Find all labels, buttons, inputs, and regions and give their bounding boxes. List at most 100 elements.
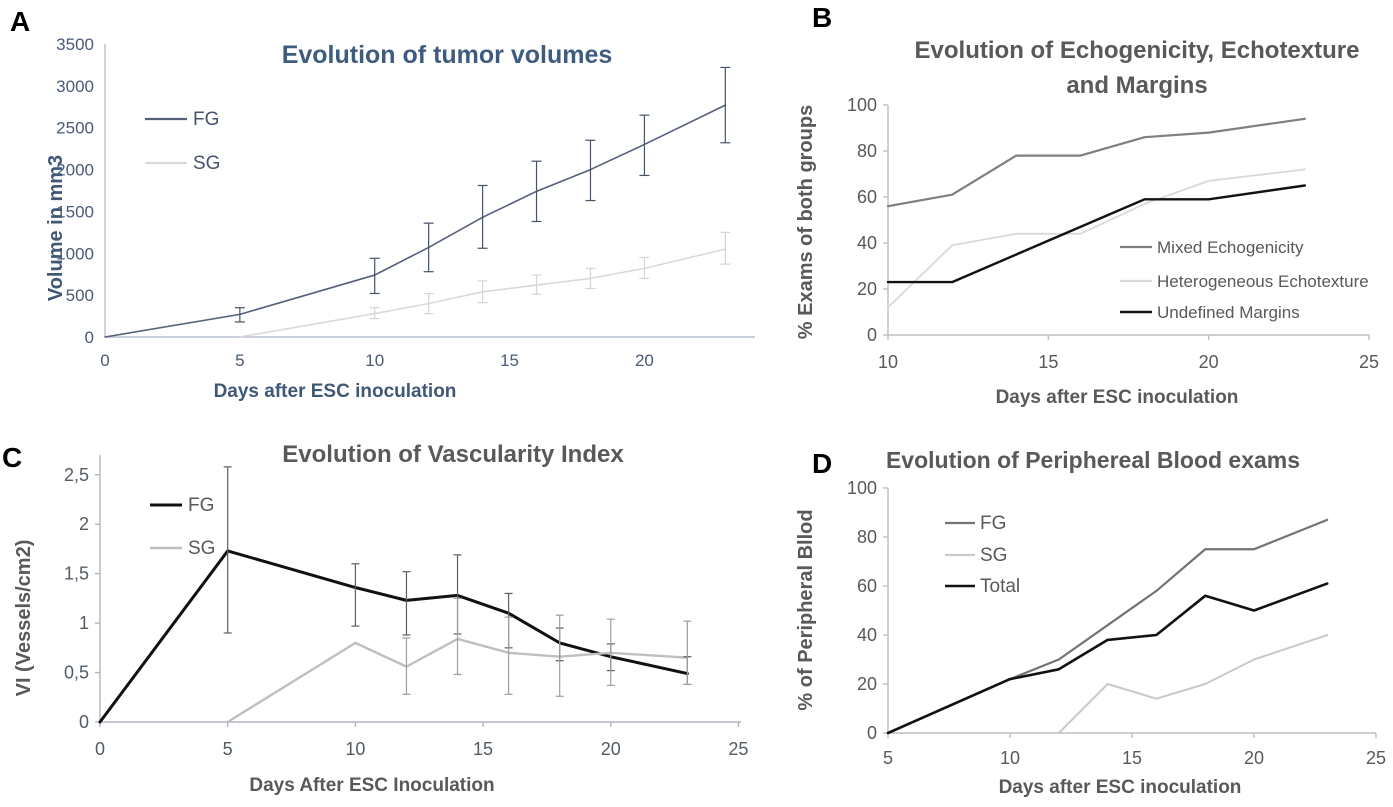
y-tick-label: 100 [847, 478, 877, 498]
y-tick-label: 500 [66, 286, 94, 305]
series-line-fg [886, 518, 1329, 735]
y-tick-label: 2 [79, 514, 89, 534]
legend-label-heterogeneous-echotexture: Heterogeneous Echotexture [1157, 272, 1369, 291]
x-tick-label: 25 [1366, 748, 1386, 768]
x-tick-label: 5 [235, 351, 244, 370]
x-tick-label: 20 [1199, 352, 1219, 372]
chart-title: Evolution of Periphereal Blood exams [886, 447, 1300, 473]
y-tick-label: 0 [85, 328, 94, 347]
panel-label-c: C [2, 442, 23, 473]
y-axis-label: Volume in mm3 [45, 155, 67, 301]
error-bar-sg [477, 280, 488, 304]
error-bar-fg [477, 184, 488, 249]
y-axis-label: % Exams of both groups [795, 105, 817, 339]
x-tick-label: 15 [473, 739, 493, 759]
error-bar-sg [453, 597, 462, 676]
error-bar-sg [555, 614, 564, 697]
y-tick-label: 0,5 [64, 663, 89, 683]
error-bar-sg [402, 637, 411, 695]
y-axis-label: VI (Vessels/cm2) [13, 540, 35, 697]
error-bar-sg [504, 616, 513, 695]
error-bar-sg [639, 256, 650, 279]
chart-b-echogenicity-svg: 10 15 20 25 0 20 40 60 80 100 Mixed Echogenicity He… [795, 37, 1379, 408]
y-tick-label: 20 [857, 674, 877, 694]
x-tick-label: 10 [345, 739, 365, 759]
error-bar-sg [683, 620, 692, 686]
panel-c-vascularity-index: C 0 5 10 15 20 25 0 0,5 1 1,5 2 2,5 FG SG Evolution of… [0, 420, 780, 807]
error-bar-fg [531, 160, 542, 223]
series-line-sg [239, 248, 727, 338]
chart-a-tumor-volumes-svg: 0 5 10 15 20 0 500 1000 1500 2000 2500 3000 3500 FG SG… [45, 35, 755, 402]
legend-label-sg: SG [188, 538, 215, 559]
error-bar-fg [234, 307, 245, 323]
x-tick-label: 25 [1359, 352, 1379, 372]
error-bar-fg [639, 114, 650, 177]
y-tick-label: 2500 [56, 119, 94, 138]
x-axis-label: Days after ESC inoculation [999, 777, 1242, 798]
legend-label-undefined-margins: Undefined Margins [1157, 303, 1300, 322]
y-tick-label: 1000 [56, 244, 94, 263]
x-tick-label: 5 [223, 739, 233, 759]
chart-d-blood-exams-svg: 5 10 15 20 25 0 20 40 60 80 100 FG SG Total Evolution … [795, 447, 1386, 798]
legend-label-fg: FG [188, 495, 214, 516]
y-tick-label: 1 [79, 613, 89, 633]
x-tick-label: 20 [1244, 748, 1264, 768]
y-tick-label: 2,5 [64, 465, 89, 485]
y-tick-label: 0 [867, 325, 877, 345]
error-bar-fg [369, 257, 380, 295]
error-bar-fg [402, 571, 411, 636]
y-tick-label: 3500 [56, 35, 94, 54]
error-bar-sg [606, 618, 615, 687]
error-bar-sg [423, 292, 434, 315]
x-tick-label: 10 [365, 351, 384, 370]
y-tick-label: 80 [857, 527, 877, 547]
x-axis-label: Days After ESC Inoculation [249, 775, 494, 796]
y-tick-label: 2000 [56, 161, 94, 180]
legend-label-fg: FG [193, 109, 219, 130]
series-line-sg [226, 637, 689, 724]
legend-label-fg: FG [980, 513, 1006, 534]
x-tick-label: 0 [100, 351, 109, 370]
panel-label-a: A [10, 6, 31, 37]
error-bar-fg [585, 139, 596, 202]
error-bar-sg [720, 231, 731, 265]
x-tick-label: 10 [1000, 748, 1020, 768]
y-tick-label: 100 [847, 95, 877, 115]
panel-label-d: D [812, 448, 833, 479]
x-tick-label: 25 [728, 739, 748, 759]
y-tick-label: 20 [857, 279, 877, 299]
y-tick-label: 3000 [56, 77, 94, 96]
series-line-total [886, 582, 1329, 735]
series-line-fg [98, 549, 689, 724]
x-axis-label: Days after ESC inoculation [214, 381, 457, 402]
legend-label-sg: SG [980, 545, 1007, 566]
series-line-mixed-echogenicity [886, 117, 1306, 208]
x-tick-label: 15 [1122, 748, 1142, 768]
error-bar-sg [369, 307, 380, 320]
error-bar-sg [531, 274, 542, 295]
chart-c-vascularity-svg: 0 5 10 15 20 25 0 0,5 1 1,5 2 2,5 FG SG Evolution of V… [13, 441, 748, 796]
series-line-fg [104, 104, 727, 338]
chart-title: Evolution of tumor volumes [282, 41, 613, 69]
y-tick-label: 0 [79, 712, 89, 732]
error-bar-fg [720, 66, 731, 144]
x-tick-label: 5 [883, 748, 893, 768]
x-axis-label: Days after ESC inoculation [996, 387, 1239, 408]
y-tick-label: 60 [857, 187, 877, 207]
legend-label-sg: SG [193, 153, 220, 174]
series-line-heterogeneous-echotexture [887, 168, 1306, 309]
panel-a-tumor-volumes: A 0 5 10 15 20 0 500 1000 1500 2000 2500 3000 3500 FG… [0, 0, 780, 420]
y-tick-label: 0 [867, 723, 877, 743]
x-tick-label: 20 [635, 351, 654, 370]
y-tick-label: 40 [857, 233, 877, 253]
error-bar-fg [423, 222, 434, 273]
error-bar-fg [351, 563, 360, 627]
chart-title: and Margins [1066, 72, 1207, 99]
chart-title: Evolution of Echogenicity, Echotexture [915, 37, 1360, 64]
y-tick-label: 40 [857, 625, 877, 645]
x-tick-label: 10 [878, 352, 898, 372]
x-tick-label: 0 [95, 739, 105, 759]
x-tick-label: 20 [601, 739, 621, 759]
y-axis-label: % of Peripheral Bllod [795, 509, 817, 710]
